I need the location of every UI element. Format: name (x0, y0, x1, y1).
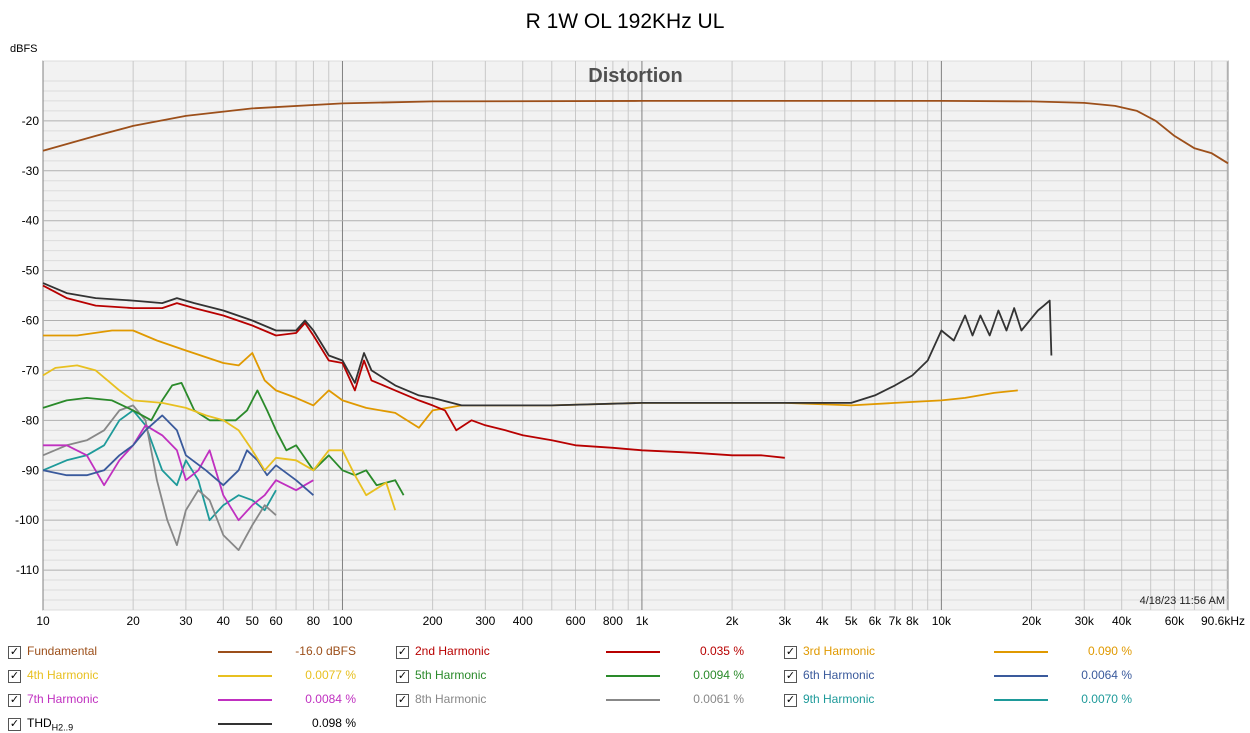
timestamp: 4/18/23 11:56 AM (1140, 595, 1225, 607)
legend-value: 0.090 % (1087, 644, 1132, 658)
y-tick-label: -110 (16, 563, 39, 577)
legend-label-subscript: H2..9 (51, 722, 74, 733)
legend-label: 3rd Harmonic (803, 644, 876, 658)
legend-label: 8th Harmonic (415, 692, 487, 706)
series-line-5th-harmonic (42, 382, 405, 496)
legend-label: 2nd Harmonic (415, 644, 490, 658)
legend-swatch (606, 699, 660, 701)
legend-swatch (218, 699, 272, 701)
legend-checkbox[interactable]: ✓ (8, 670, 21, 683)
x-tick-label: 800 (603, 614, 623, 628)
grid-lines (42, 60, 1228, 611)
y-tick-label: -70 (22, 363, 40, 377)
legend-label: THDH2..9 (27, 716, 74, 733)
legend-label: 6th Harmonic (803, 668, 875, 682)
legend-label: 7th Harmonic (27, 692, 99, 706)
x-tick-label: 10k (932, 614, 952, 628)
x-tick-label: 50 (246, 614, 260, 628)
legend-value: -16.0 dBFS (295, 644, 356, 658)
y-tick-label: -50 (22, 264, 40, 278)
x-tick-label: 600 (565, 614, 585, 628)
y-axis-label: dBFS (10, 43, 38, 55)
x-tick-label: 8k (906, 614, 920, 628)
legend-swatch (218, 675, 272, 677)
legend-value: 0.098 % (311, 716, 356, 730)
legend-swatch (606, 675, 660, 677)
x-tick-label: 4k (816, 614, 830, 628)
x-tick-label: 100 (332, 614, 352, 628)
legend-swatch (994, 699, 1048, 701)
legend-swatch (606, 651, 660, 653)
x-tick-label: 60k (1165, 614, 1185, 628)
legend-value: 0.0077 % (305, 668, 356, 682)
legend-value: 0.0070 % (1081, 692, 1132, 706)
x-tick-label: 5k (845, 614, 859, 628)
legend-label: 9th Harmonic (803, 692, 875, 706)
legend-label: 4th Harmonic (27, 668, 99, 682)
series-line-3rd-harmonic (43, 329, 1018, 429)
legend-checkbox[interactable]: ✓ (784, 694, 797, 707)
y-tick-label: -20 (22, 114, 40, 128)
legend-checkbox[interactable]: ✓ (396, 694, 409, 707)
x-tick-label: 1k (636, 614, 650, 628)
x-tick-label: 30k (1075, 614, 1095, 628)
x-tick-label: 80 (307, 614, 321, 628)
legend-swatch (994, 675, 1048, 677)
chart-title: R 1W OL 192KHz UL (525, 10, 725, 33)
x-tick-label: 90.6kHz (1201, 614, 1245, 628)
y-tick-label: -60 (22, 314, 40, 328)
series-line-thd (42, 282, 1053, 407)
series-line-2nd-harmonic (42, 284, 785, 459)
legend-value: 0.035 % (699, 644, 744, 658)
legend-swatch (218, 723, 272, 725)
y-tick-label: -30 (22, 164, 40, 178)
legend-checkbox[interactable]: ✓ (8, 718, 21, 731)
x-tick-label: 2k (726, 614, 740, 628)
x-tick-label: 20 (126, 614, 140, 628)
x-tick-label: 40 (217, 614, 231, 628)
series-line-9th-harmonic (42, 409, 277, 522)
legend-checkbox[interactable]: ✓ (396, 670, 409, 683)
legend-checkbox[interactable]: ✓ (8, 646, 21, 659)
x-tick-label: 10 (36, 614, 50, 628)
x-tick-label: 6k (869, 614, 883, 628)
legend-value: 0.0064 % (1081, 668, 1132, 682)
legend-value: 0.0084 % (305, 692, 356, 706)
plot-title: Distortion (588, 65, 682, 87)
legend-checkbox[interactable]: ✓ (396, 646, 409, 659)
x-tick-label: 3k (778, 614, 792, 628)
x-tick-label: 200 (423, 614, 443, 628)
legend-checkbox[interactable]: ✓ (8, 694, 21, 707)
x-tick-label: 40k (1112, 614, 1132, 628)
legend-swatch (218, 651, 272, 653)
legend-checkbox[interactable]: ✓ (784, 670, 797, 683)
legend-swatch (994, 651, 1048, 653)
y-tick-label: -100 (15, 513, 39, 527)
legend-label: Fundamental (27, 644, 98, 658)
x-tick-label: 400 (513, 614, 533, 628)
legend-label: 5th Harmonic (415, 668, 487, 682)
x-tick-label: 20k (1022, 614, 1042, 628)
distortion-chart: -20 -30 -40 -50 -60 -70 -80 -90 -100 -110 10 20 30 40… (10, 43, 1245, 628)
legend-checkbox[interactable]: ✓ (784, 646, 797, 659)
series-line-4th-harmonic (42, 364, 397, 511)
series-line-fundamental (42, 100, 1229, 165)
y-tick-label: -80 (22, 413, 40, 427)
x-tick-label: 60 (269, 614, 283, 628)
y-tick-label: -90 (22, 463, 40, 477)
x-tick-label: 7k (889, 614, 903, 628)
series-line-7th-harmonic (43, 424, 314, 522)
y-tick-label: -40 (22, 214, 40, 228)
legend-value: 0.0094 % (693, 668, 744, 682)
legend-value: 0.0061 % (693, 692, 744, 706)
x-tick-label: 30 (179, 614, 193, 628)
series-line-8th-harmonic (42, 404, 277, 551)
series-line-6th-harmonic (42, 414, 314, 496)
x-tick-label: 300 (475, 614, 495, 628)
